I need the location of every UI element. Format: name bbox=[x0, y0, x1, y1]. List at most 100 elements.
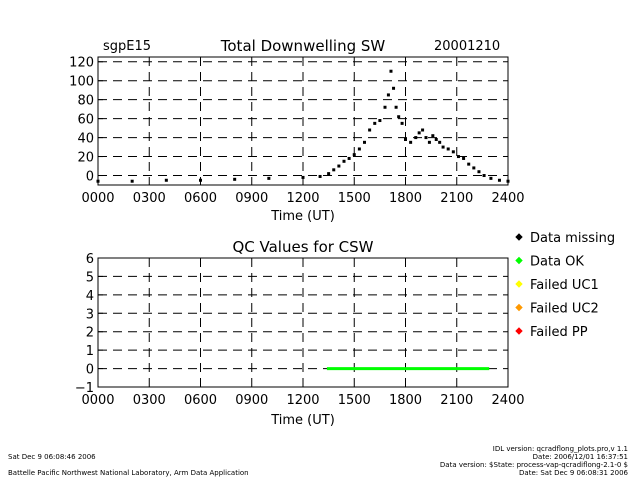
chart-2-title: QC Values for CSW bbox=[232, 238, 373, 256]
legend-label: Data OK bbox=[530, 255, 584, 270]
chart-1-point bbox=[392, 86, 396, 90]
chart-2-ytick-label: 3 bbox=[86, 307, 94, 322]
station-label: sgpE15 bbox=[103, 39, 151, 54]
chart-1-point bbox=[456, 155, 460, 159]
chart-1-xtick-label: 2400 bbox=[491, 191, 524, 206]
footer-lab: Battelle Pacific Northwest National Labo… bbox=[8, 469, 249, 477]
chart-2-legend: Data missing Data OK Failed UC1 Failed UC2 F… bbox=[515, 231, 615, 340]
chart-2-ytick-label: 2 bbox=[86, 326, 94, 341]
footer-data-date: Date: Sat Dec 9 06:08:31 2006 bbox=[519, 469, 628, 477]
chart-1-point bbox=[386, 93, 390, 97]
chart-1-point bbox=[497, 178, 501, 182]
chart-1-point bbox=[400, 121, 404, 125]
chart-1-point bbox=[427, 140, 431, 144]
chart-1-xtick-label: 0900 bbox=[235, 191, 268, 206]
chart-2-ytick-label: −1 bbox=[75, 381, 94, 396]
date-label: 20001210 bbox=[434, 39, 500, 54]
chart-2-xtick-label: 1500 bbox=[338, 393, 371, 408]
chart-1-point bbox=[389, 69, 393, 73]
chart-1-point bbox=[441, 145, 445, 149]
chart-1-point bbox=[472, 166, 476, 170]
chart-1-ytick-label: 0 bbox=[86, 170, 94, 185]
chart-1-xtick-label: 0300 bbox=[133, 191, 166, 206]
chart-1-ytick-label: 60 bbox=[77, 113, 94, 128]
chart-1-point bbox=[397, 115, 401, 119]
chart-1-point bbox=[130, 179, 134, 183]
chart-2-xtick-label: 0900 bbox=[235, 393, 268, 408]
legend-marker bbox=[515, 327, 523, 335]
chart-1-point bbox=[424, 136, 428, 140]
chart-1-xtick-label: 1500 bbox=[338, 191, 371, 206]
chart-2-xtick-label: 2400 bbox=[491, 393, 524, 408]
chart-1-point bbox=[506, 179, 510, 183]
chart-1-point bbox=[404, 137, 407, 141]
chart-1-point bbox=[482, 174, 486, 178]
footer-idl-date: Date: 2006/12/01 16:37:51 bbox=[532, 453, 628, 461]
chart-1-point bbox=[462, 156, 466, 160]
legend-label: Failed PP bbox=[530, 325, 588, 340]
chart-2-xtick-label: 1800 bbox=[389, 393, 422, 408]
chart-2-xtick-label: 1200 bbox=[286, 393, 319, 408]
chart-1-point bbox=[477, 170, 481, 174]
chart-1-point bbox=[96, 179, 100, 183]
chart-1-ytick-label: 40 bbox=[77, 132, 94, 147]
chart-2-ytick-label: 6 bbox=[86, 252, 94, 267]
chart-1-point bbox=[489, 176, 493, 180]
chart-2-ytick-label: 0 bbox=[86, 363, 94, 378]
chart-2-panel: 0000 0300 0600 0900 1200 1500 1800 2100 2400 −1 0 1… bbox=[75, 252, 525, 408]
chart-1-point bbox=[337, 164, 341, 168]
footer-idl-version: IDL version: qcradflong_plots.pro,v 1.1 bbox=[492, 445, 628, 453]
chart-2-xlabel: Time (UT) bbox=[270, 413, 335, 428]
chart-1-point bbox=[467, 162, 471, 166]
chart-1-point bbox=[409, 140, 413, 144]
chart-1-point bbox=[383, 105, 387, 109]
chart-2-xtick-label: 2100 bbox=[440, 393, 473, 408]
chart-1-point bbox=[421, 128, 425, 132]
legend-marker bbox=[515, 256, 523, 265]
legend-label: Failed UC2 bbox=[530, 302, 599, 317]
chart-1-point bbox=[394, 105, 398, 109]
chart-2-xtick-label: 0300 bbox=[133, 393, 166, 408]
chart-1-point bbox=[414, 136, 418, 140]
chart-1-xtick-label: 1800 bbox=[389, 191, 422, 206]
chart-2-ytick-label: 5 bbox=[86, 270, 94, 285]
chart-1-point bbox=[164, 178, 168, 182]
chart-1-point bbox=[363, 140, 366, 144]
chart-1-point bbox=[199, 178, 202, 182]
chart-1-point bbox=[352, 153, 356, 157]
chart-1-ytick-label: 20 bbox=[77, 151, 94, 166]
chart-1-point bbox=[332, 168, 336, 172]
footer-run-date: Sat Dec 9 06:08:46 2006 bbox=[8, 453, 96, 461]
chart-1-point bbox=[342, 159, 346, 163]
legend-label: Data missing bbox=[530, 231, 615, 246]
chart-1-panel: 0000 0300 0600 0900 1200 1500 1800 2100 2400 0 20 4… bbox=[69, 56, 524, 206]
chart-2-ytick-label: 4 bbox=[86, 289, 94, 304]
chart-1-point bbox=[368, 128, 372, 132]
chart-1-ytick-label: 100 bbox=[69, 75, 94, 90]
chart-1-title: Total Downwelling SW bbox=[220, 37, 386, 55]
chart-1-point bbox=[318, 174, 322, 178]
chart-1-point bbox=[301, 175, 305, 179]
legend-label: Failed UC1 bbox=[530, 278, 599, 293]
chart-1-point bbox=[378, 119, 382, 123]
chart-1-point bbox=[434, 137, 438, 141]
chart-1-point bbox=[327, 172, 331, 176]
chart-2-ytick-label: 1 bbox=[86, 344, 94, 359]
legend-marker bbox=[515, 233, 523, 241]
chart-1-point bbox=[431, 134, 435, 138]
chart-1-xtick-label: 1200 bbox=[286, 191, 319, 206]
chart-1-point bbox=[417, 131, 421, 135]
chart-1-xlabel: Time (UT) bbox=[270, 209, 335, 224]
footer-data-version: Data version: $State: process-vap-qcradi… bbox=[439, 461, 628, 469]
chart-1-point bbox=[438, 140, 442, 144]
legend-marker bbox=[515, 303, 523, 312]
chart-2-xtick-label: 0000 bbox=[81, 393, 114, 408]
chart-1-xtick-label: 0000 bbox=[81, 191, 114, 206]
chart-1-xtick-label: 2100 bbox=[440, 191, 473, 206]
chart-1-point bbox=[233, 177, 237, 181]
chart-1-point bbox=[446, 147, 450, 151]
chart-1-point bbox=[267, 176, 271, 180]
chart-1-ytick-label: 120 bbox=[69, 56, 94, 71]
chart-1-xtick-label: 0600 bbox=[184, 191, 217, 206]
